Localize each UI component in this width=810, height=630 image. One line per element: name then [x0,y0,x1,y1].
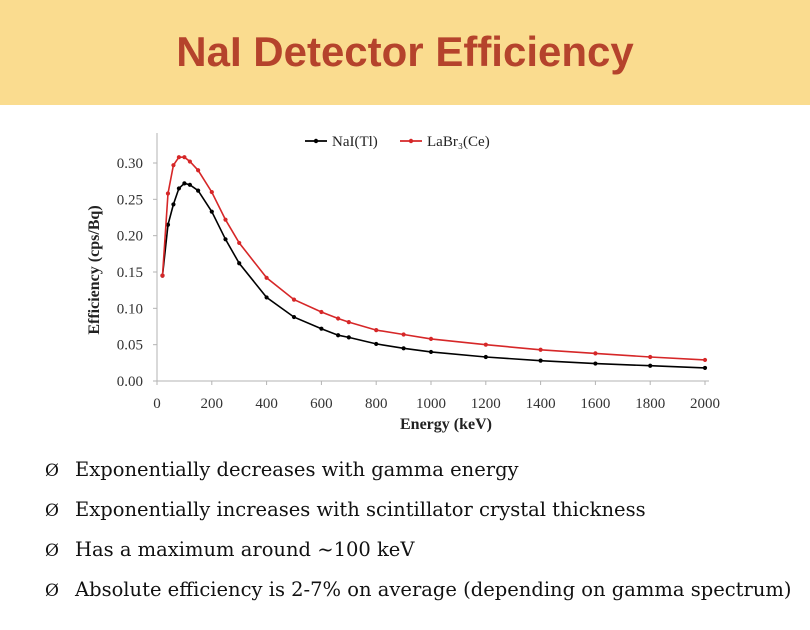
data-point [538,347,543,352]
data-point [237,240,242,246]
series-line-0 [161,182,706,369]
data-point [176,186,182,191]
x-tick-label: 1000 [416,396,446,412]
bullet-item: Ø Exponentially decreases with gamma ener… [45,458,791,498]
data-point [428,349,434,355]
y-tick-label: 0.25 [117,192,143,208]
title-banner [0,0,810,105]
x-tick-label: 1400 [526,396,556,412]
data-point [223,237,228,242]
efficiency-chart: NaI(Tl) LaBr₃(Ce) 0.00 0.05 0.10 0.15 0.20 0.2… [86,133,720,433]
data-point [223,217,228,222]
data-point [648,363,653,368]
y-tick-label: 0.00 [117,374,143,390]
x-tick-label: 1600 [580,396,610,412]
data-point [336,333,341,338]
data-point [187,182,192,187]
x-tick-label: 2000 [690,396,720,412]
data-point [165,222,171,227]
bullet-text: Exponentially decreases with gamma energ… [75,458,519,481]
arrow-bullet-icon: Ø [45,501,59,521]
data-point [702,357,708,363]
y-tick-label: 0.20 [117,229,143,245]
data-point [593,351,598,356]
bullet-list: Ø Exponentially decreases with gamma ener… [45,458,791,618]
series-line-1 [161,156,706,361]
data-point [182,155,187,160]
data-point [209,209,214,214]
data-point [237,261,242,266]
arrow-bullet-icon: Ø [45,541,59,561]
y-tick-label: 0.05 [117,338,143,354]
data-point [593,361,598,366]
x-tick-label: 200 [201,396,224,412]
bullet-item: Ø Exponentially increases with scintillat… [45,498,791,538]
bullet-item: Ø Absolute efficiency is 2-7% on average … [45,578,791,618]
chart-axes: 0.00 0.05 0.10 0.15 0.20 0.25 0.30 0 200 400 600 80… [86,133,720,433]
legend-label: LaBr₃(Ce) [427,134,490,150]
arrow-bullet-icon: Ø [45,461,59,481]
data-point [319,309,324,315]
y-axis-label: Efficiency (cps/Bq) [86,205,103,334]
bullet-text: Exponentially increases with scintillato… [75,498,646,521]
data-point [336,316,341,321]
data-point [176,155,182,160]
data-point [182,181,187,186]
data-point [165,191,171,196]
y-tick-label: 0.10 [117,301,143,317]
legend-marker [313,138,319,144]
x-axis-label: Energy (keV) [400,416,492,433]
data-point [319,326,324,331]
data-point [171,163,176,168]
data-point [648,354,653,360]
x-tick-label: 0 [153,396,161,412]
data-point [483,342,488,347]
data-point [374,341,379,347]
slide-title: NaI Detector Efficiency [176,28,634,75]
legend-marker [408,138,414,144]
data-point [346,335,351,340]
data-point [702,365,708,371]
data-point [483,354,488,360]
bullet-text: Has a maximum around ~100 keV [75,538,415,561]
data-point [171,202,176,207]
x-tick-label: 800 [365,396,388,412]
legend-label: NaI(Tl) [332,134,378,150]
x-tick-label: 600 [310,396,333,412]
bullet-item: Ø Has a maximum around ~100 keV [45,538,791,578]
bullet-text: Absolute efficiency is 2-7% on average (… [75,578,792,601]
x-tick-label: 1200 [471,396,501,412]
y-tick-label: 0.30 [117,156,143,172]
data-point [428,336,434,341]
data-point [291,297,297,302]
data-point [209,189,214,195]
chart-legend: NaI(Tl) LaBr₃(Ce) [305,134,490,150]
arrow-bullet-icon: Ø [45,581,59,601]
data-point [538,358,543,363]
data-point [346,320,351,325]
data-point [291,314,297,320]
x-tick-label: 1800 [635,396,665,412]
chart-series [160,155,708,371]
data-point [264,275,269,280]
x-tick-label: 400 [255,396,278,412]
data-point [401,346,406,351]
data-point [160,273,165,278]
y-tick-label: 0.15 [117,265,143,281]
data-point [401,332,406,337]
data-point [196,168,201,173]
data-point [264,295,269,300]
data-point [374,328,379,333]
data-point [196,188,201,193]
data-point [187,159,192,164]
